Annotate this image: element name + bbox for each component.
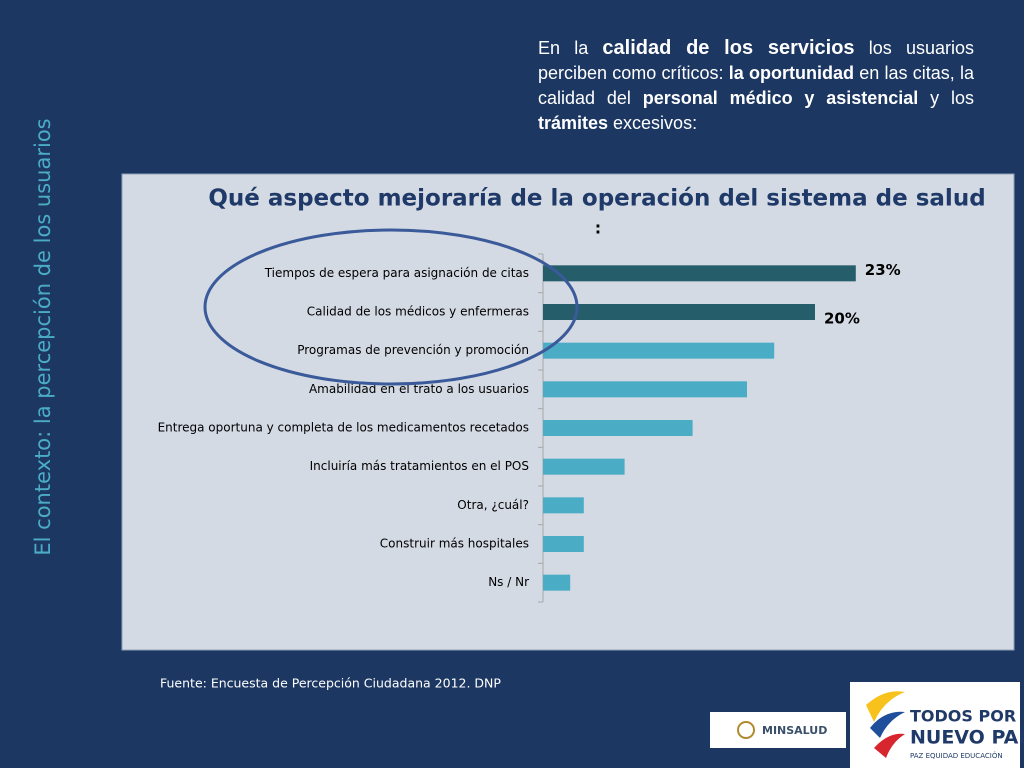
value-label: 20% — [824, 310, 860, 328]
bar — [543, 265, 856, 282]
bar — [543, 304, 815, 320]
category-label: Otra, ¿cuál? — [457, 498, 529, 512]
source: Fuente: Encuesta de Percepción Ciudadana… — [160, 676, 501, 691]
logo-flag-red — [874, 733, 905, 758]
text: excesivos: — [608, 113, 698, 133]
minsalud-logo — [710, 712, 846, 748]
bar — [543, 536, 584, 552]
logo-flag-blue — [870, 711, 905, 738]
chart-title: Qué aspecto mejoraría de la operación de… — [208, 186, 985, 212]
text: y los — [918, 88, 974, 108]
logo-flag-yellow — [866, 691, 905, 722]
minsalud-text: MINSALUD — [762, 724, 827, 737]
bar — [543, 420, 693, 436]
slogan-line2: NUEVO PAÍS — [910, 726, 1024, 749]
chart-panel — [121, 173, 1015, 651]
category-label: Construir más hospitales — [380, 537, 529, 551]
bold-text: trámites — [538, 113, 609, 133]
category-label: Tiempos de espera para asignación de cit… — [264, 266, 529, 280]
bold-text: personal médico y asistencial — [642, 88, 919, 108]
bar — [543, 497, 584, 514]
category-label: Incluiría más tratamientos en el POS — [310, 459, 529, 473]
category-label: Calidad de los médicos y enfermeras — [307, 305, 529, 319]
plot: Tiempos de espera para asignación de cit… — [158, 253, 901, 603]
value-label: 23% — [865, 261, 901, 279]
emblem — [737, 721, 755, 739]
slogan-line3: PAZ EQUIDAD EDUCACIÓN — [910, 751, 1003, 760]
bold-text: la oportunidad — [728, 63, 855, 83]
bar — [543, 381, 747, 398]
category-label: Ns / Nr — [488, 575, 529, 589]
highlight-ellipse — [203, 228, 579, 386]
bold-text: calidad de los servicios — [602, 37, 855, 59]
category-label: Entrega oportuna y completa de los medic… — [158, 421, 529, 435]
text: En la — [538, 38, 603, 58]
text: en las citas, la calidad del — [538, 63, 975, 108]
category-label: Programas de prevención y promoción — [297, 343, 529, 357]
bar — [543, 458, 625, 475]
intro-paragraph: En la calidad de los servicios los usuar… — [538, 36, 974, 136]
bar — [543, 574, 571, 591]
bar — [543, 342, 775, 359]
side-title: El contexto: la percepción de los usuari… — [31, 118, 55, 555]
category-label: Amabilidad en el trato a los usuarios — [309, 382, 529, 396]
text: los usuarios perciben como críticos: — [538, 38, 974, 83]
chart-subtitle: : — [595, 219, 601, 238]
slogan-line1: TODOS POR UN — [910, 707, 1024, 726]
